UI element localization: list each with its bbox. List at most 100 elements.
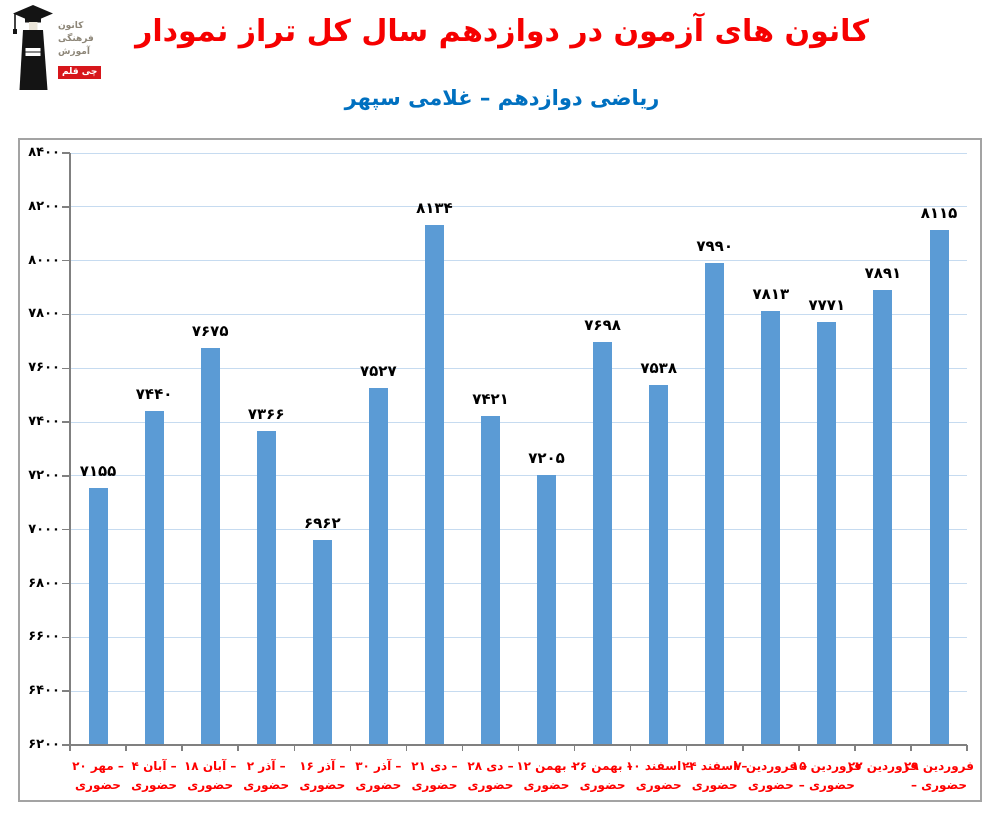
x-axis-tick [293, 745, 295, 751]
x-axis-tick [798, 745, 800, 751]
y-axis-tick [62, 421, 70, 423]
bar-value-label: ۸۱۳۴ [416, 198, 453, 217]
x-axis-category-label: ۱۶ آذر – حضوری [262, 757, 382, 795]
x-axis-tick [461, 745, 464, 751]
gridline [70, 367, 967, 369]
x-axis-tick [517, 745, 520, 751]
bar [817, 322, 837, 745]
x-axis-category-label: ۲ آذر – حضوری [206, 757, 326, 795]
y-axis-tick [62, 313, 70, 316]
x-label-line1: ۱۰ اسفند – [625, 759, 692, 773]
bar-value-label: ۷۸۹۱ [864, 264, 902, 282]
x-label-line2: حضوری [635, 778, 682, 792]
x-label-line1: ۲۸ دی – [467, 759, 514, 773]
x-label-line1: ۷ فروردین – [734, 759, 808, 773]
x-axis-tick [854, 745, 856, 751]
y-axis-label: ۶۸۰۰ [28, 575, 60, 591]
gridline [70, 475, 967, 477]
y-axis-line [69, 153, 71, 745]
bar-value-label: ۸۱۱۵ [920, 203, 958, 222]
x-axis-tick [125, 745, 127, 751]
x-label-line1: ۲۱ دی – [411, 759, 458, 773]
bar [929, 229, 949, 745]
bar [761, 311, 781, 745]
x-axis-tick [742, 745, 744, 751]
x-label-line2: حضوری [299, 778, 346, 792]
y-axis-label: ۷۰۰۰ [28, 521, 60, 537]
x-axis-tick [629, 745, 632, 751]
y-axis-label: ۶۶۰۰ [28, 629, 60, 645]
x-label-line1: ۲۲ فروردین [847, 759, 918, 773]
x-label-line2: حضوری [131, 778, 178, 792]
x-label-line2: – حضوری [798, 778, 855, 792]
x-axis-category-label: ۱۰ اسفند – حضوری [599, 757, 719, 795]
y-axis-tick [62, 152, 70, 154]
x-label-line1: ۲۴ اسفند – [681, 759, 748, 773]
x-label-line1: ۲۰ مهر – [72, 759, 124, 773]
chart-frame: ۸۴۰۰ ۸۲۰۰ ۸۰۰۰ ۷۸۰۰ ۷۶۰۰ ۷۴۰۰ ۷۲۰۰ ۷۰۰۰ ۶۸۰۰ ۶۶۰۰… [18, 138, 982, 802]
y-axis-label: ۷۴۰۰ [28, 414, 60, 430]
bar-value-label: ۷۵۳۸ [640, 359, 677, 377]
bar [537, 474, 556, 745]
logo-line-3: آموزش [58, 47, 90, 57]
x-axis-tick [966, 745, 968, 751]
y-axis-label: ۸۲۰۰ [28, 198, 60, 214]
bar [368, 387, 388, 745]
x-label-line1: ۱۶ آذر – [299, 759, 346, 773]
gridline [70, 206, 967, 208]
x-label-line2: حضوری [467, 778, 514, 792]
gridline [70, 529, 967, 531]
x-label-line2: حضوری [187, 778, 234, 792]
bar [312, 540, 332, 745]
bar-value-label: ۷۶۹۸ [584, 315, 621, 334]
x-label-line1: ۱۲ بهمن – [516, 759, 577, 773]
bar-value-label: ۷۱۵۵ [79, 462, 117, 480]
x-axis-category-label: ۲۸ دی – حضوری [431, 757, 551, 795]
x-axis-category-label: ۷ فروردین – حضوری [711, 757, 831, 795]
bar-value-label: ۷۳۶۶ [247, 405, 285, 424]
logo-line-1: کانون [58, 21, 84, 31]
x-axis-tick [181, 745, 183, 751]
logo-text-block: کانون فرهنگی آموزش قلم ‎چی [58, 20, 110, 79]
x-axis-tick [405, 745, 408, 751]
x-axis-category-label: ۲۰ مهر – حضوری [38, 757, 158, 795]
chart-title: نمودار ‎تراز ‎کل ‎سال ‎دوازدهم ‎در ‎آزمو… [135, 14, 869, 49]
y-axis-tick [62, 528, 70, 531]
bar [873, 290, 893, 745]
bar-value-label: ۷۷۷۱ [808, 296, 846, 315]
x-label-line2: حضوری [411, 778, 458, 792]
bar-value-label: ۷۴۴۰ [135, 385, 173, 404]
bar [88, 488, 108, 745]
x-label-line2: حضوری [691, 778, 738, 792]
bar-value-label: ۷۹۹۰ [696, 237, 733, 256]
logo-line-2: فرهنگی [58, 34, 94, 44]
x-label-line2: – حضوری [910, 778, 968, 792]
x-axis-category-label: ۲۲ فروردین [823, 757, 943, 776]
x-axis-category-label: ۲۱ دی – حضوری [374, 757, 494, 795]
y-axis-label: ۸۴۰۰ [28, 145, 60, 160]
bar-value-label: ۷۵۲۷ [359, 361, 397, 380]
x-label-line1: ۲۶ بهمن – [572, 759, 633, 773]
bar-value-label: ۶۹۶۲ [303, 514, 341, 532]
x-label-line2: حضوری [579, 778, 626, 792]
y-axis-label: ۷۲۰۰ [28, 467, 60, 483]
x-label-line2: حضوری [243, 778, 290, 792]
y-axis-tick [62, 582, 70, 585]
x-axis-category-label: ۱۲ بهمن – حضوری [487, 757, 607, 795]
x-label-line1: ۳۰ آذر – [355, 759, 402, 773]
bar-value-label: ۷۴۲۱ [472, 390, 509, 409]
x-label-line2: حضوری [523, 778, 570, 792]
bar [649, 385, 669, 745]
x-label-line1: ۲ آذر – [246, 759, 286, 773]
y-axis-tick [62, 367, 70, 370]
gridline [70, 421, 967, 423]
y-axis-label: ۸۰۰۰ [28, 252, 60, 268]
bar [593, 341, 613, 745]
x-axis-category-label: ۴ آبان – حضوری [94, 757, 214, 795]
y-axis-tick [62, 206, 70, 208]
y-axis-tick [62, 744, 70, 746]
bar-value-label: ۷۲۰۵ [528, 448, 565, 467]
x-label-line2: حضوری [75, 778, 121, 792]
y-axis-label: ۷۶۰۰ [28, 360, 60, 376]
bar [705, 263, 725, 745]
